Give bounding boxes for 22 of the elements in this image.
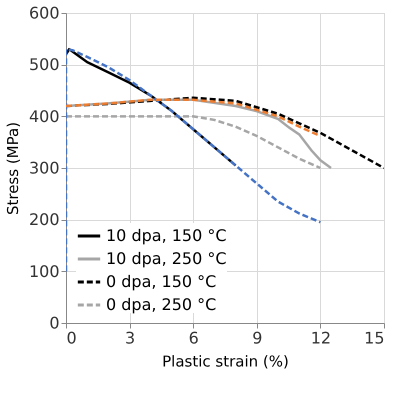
x-tick-label: 3 [125,328,136,348]
legend-label: 0 dpa, 250 °C [106,295,216,314]
x-axis-title: Plastic strain (%) [162,352,289,370]
legend-label: 10 dpa, 150 °C [106,226,227,245]
legend-label: 0 dpa, 150 °C [106,272,216,291]
y-tick-label: 500 [28,55,60,74]
line-series [66,48,322,273]
y-axis-title: Stress (MPa) [4,122,22,216]
y-tick-label: 300 [28,158,60,178]
y-tick-label: 0 [49,314,60,332]
x-tick-label: 6 [188,328,199,348]
x-tick-label: 12 [310,328,332,348]
y-tick-label: 100 [28,262,60,281]
line-series [66,115,322,170]
line-series [66,98,322,138]
x-tick-label: 15 [364,328,384,348]
y-tick-label: 600 [28,4,60,22]
y-tick-label: 200 [28,210,60,230]
legend-label: 10 dpa, 250 °C [106,249,227,268]
x-tick-label: 0 [66,328,77,348]
y-tick-label: 400 [28,106,60,126]
x-tick-label: 9 [252,328,262,348]
